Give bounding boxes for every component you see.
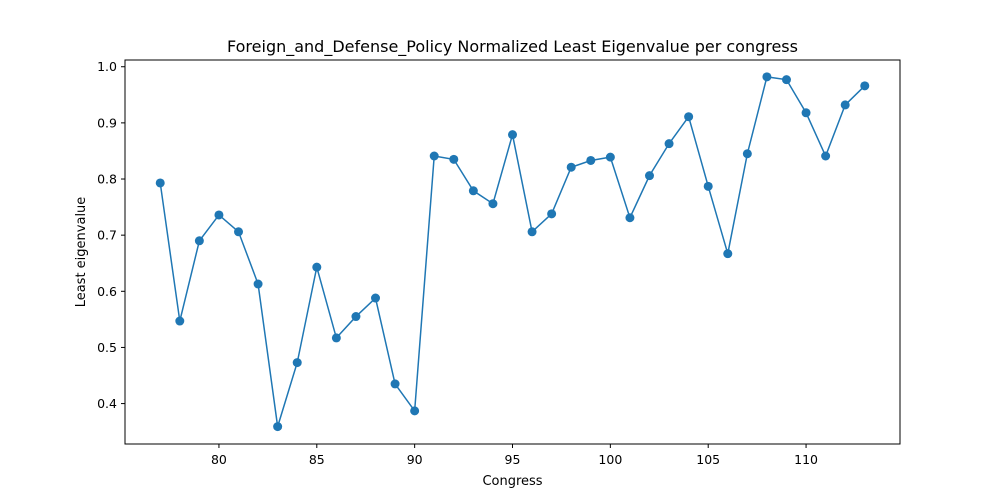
data-point [371, 293, 381, 303]
data-point [331, 333, 341, 343]
data-point [742, 149, 752, 159]
data-point [273, 422, 283, 432]
data-point [801, 108, 811, 118]
y-axis-label: Least eigenvalue [74, 197, 89, 308]
data-point [253, 279, 263, 289]
data-point [449, 154, 459, 164]
x-tick-label: 95 [505, 452, 521, 467]
y-tick-label: 0.5 [97, 340, 117, 355]
data-point [292, 358, 302, 368]
data-point [605, 152, 615, 162]
data-point [566, 162, 576, 172]
x-tick-label: 105 [696, 452, 720, 467]
data-point [664, 139, 674, 149]
data-point [703, 181, 713, 191]
y-tick-label: 0.6 [97, 284, 117, 299]
data-point [527, 227, 537, 237]
data-point [234, 227, 244, 237]
data-point [723, 249, 733, 259]
data-point [781, 75, 791, 85]
x-tick-label: 90 [407, 452, 423, 467]
y-tick-label: 0.4 [97, 396, 117, 411]
plot-frame [124, 59, 901, 445]
x-tick-label: 100 [598, 452, 622, 467]
chart-title: Foreign_and_Defense_Policy Normalized Le… [227, 37, 798, 57]
data-point [194, 236, 204, 246]
y-tick-label: 0.7 [97, 228, 117, 243]
x-tick-label: 80 [211, 452, 227, 467]
data-point [155, 178, 165, 188]
data-point [840, 100, 850, 110]
x-axis: 80 85 90 95 100 105 110 [211, 444, 818, 467]
x-tick-label: 110 [794, 452, 818, 467]
data-point [351, 312, 361, 322]
series-line [159, 76, 866, 427]
data-point [390, 379, 400, 389]
x-tick-label: 85 [309, 452, 325, 467]
data-point [625, 213, 635, 223]
data-point [429, 151, 439, 161]
x-axis-label: Congress [482, 474, 542, 489]
data-point [410, 406, 420, 416]
series-points [155, 72, 870, 432]
y-tick-label: 0.9 [97, 115, 117, 130]
data-point [468, 186, 478, 196]
data-point [488, 199, 498, 209]
data-point [508, 130, 517, 140]
data-point [586, 155, 596, 165]
y-tick-label: 0.8 [97, 172, 117, 187]
data-point [175, 316, 185, 326]
data-point [214, 210, 224, 220]
y-tick-label: 1.0 [97, 59, 117, 74]
data-point [644, 171, 654, 181]
data-point [312, 262, 322, 272]
y-axis: 0.4 0.5 0.6 0.7 0.8 0.9 1.0 [97, 59, 125, 411]
data-point [547, 209, 557, 219]
data-point [684, 112, 694, 122]
data-point [821, 151, 831, 161]
data-point [762, 72, 772, 82]
data-point [860, 81, 870, 91]
